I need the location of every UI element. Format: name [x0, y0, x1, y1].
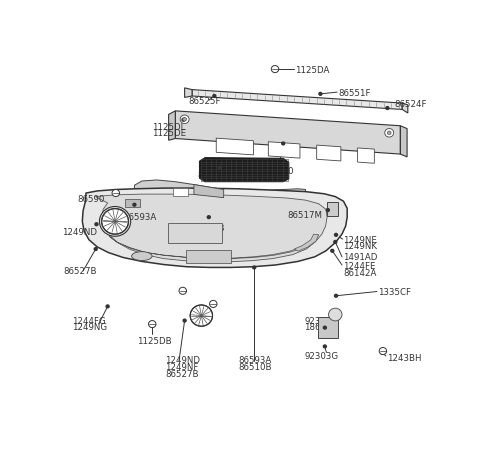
Polygon shape: [168, 112, 175, 141]
Circle shape: [210, 301, 217, 308]
Text: 1491AD: 1491AD: [344, 253, 378, 262]
Circle shape: [326, 209, 329, 212]
Circle shape: [387, 132, 391, 135]
Circle shape: [180, 116, 189, 124]
Text: 1125DL: 1125DL: [152, 123, 186, 131]
Text: 86527B: 86527B: [63, 266, 96, 275]
Circle shape: [252, 266, 256, 269]
Text: 1125DA: 1125DA: [296, 66, 330, 74]
Circle shape: [271, 67, 279, 73]
Text: 86525F: 86525F: [189, 96, 221, 106]
Circle shape: [106, 305, 109, 308]
Circle shape: [183, 118, 186, 122]
Circle shape: [213, 95, 216, 98]
Circle shape: [182, 119, 185, 122]
Text: 1249NG: 1249NG: [72, 323, 107, 332]
Circle shape: [133, 204, 136, 207]
Text: 92303G: 92303G: [304, 351, 338, 360]
Text: 86513S: 86513S: [198, 171, 230, 180]
Circle shape: [379, 348, 386, 355]
Circle shape: [335, 295, 337, 297]
Circle shape: [207, 216, 210, 219]
Circle shape: [94, 248, 97, 251]
Circle shape: [324, 326, 326, 330]
Text: 92350M: 92350M: [304, 316, 339, 325]
Text: 1249ND: 1249ND: [165, 355, 200, 364]
Circle shape: [183, 319, 186, 322]
Circle shape: [148, 321, 156, 328]
Polygon shape: [192, 90, 402, 110]
Text: 86510B: 86510B: [239, 362, 272, 371]
FancyBboxPatch shape: [173, 189, 188, 196]
Circle shape: [102, 209, 129, 235]
Polygon shape: [185, 89, 192, 98]
Text: 86520B: 86520B: [191, 224, 225, 233]
Circle shape: [282, 143, 285, 146]
Text: 1249NF: 1249NF: [165, 362, 198, 371]
Circle shape: [329, 308, 342, 321]
Text: 86530: 86530: [267, 167, 294, 175]
Polygon shape: [317, 146, 341, 162]
Text: 86590: 86590: [78, 195, 105, 204]
Text: 1244FG: 1244FG: [72, 316, 106, 325]
Polygon shape: [83, 189, 347, 268]
Text: 86142A: 86142A: [344, 268, 377, 277]
Circle shape: [319, 93, 322, 96]
Text: 1335CF: 1335CF: [378, 287, 411, 297]
Circle shape: [179, 288, 186, 295]
Circle shape: [386, 107, 389, 110]
Text: 1244FE: 1244FE: [344, 262, 376, 270]
Circle shape: [331, 250, 334, 252]
Circle shape: [334, 241, 337, 244]
Polygon shape: [175, 112, 400, 155]
Text: 1249ND: 1249ND: [62, 227, 97, 236]
FancyBboxPatch shape: [327, 203, 338, 217]
Text: 86593A: 86593A: [239, 355, 272, 364]
Text: 1243BH: 1243BH: [386, 353, 421, 362]
Circle shape: [190, 305, 213, 326]
Polygon shape: [194, 185, 224, 198]
Circle shape: [112, 190, 120, 197]
Polygon shape: [216, 139, 253, 156]
Polygon shape: [200, 158, 289, 182]
Text: 86524F: 86524F: [394, 99, 427, 108]
Circle shape: [218, 167, 221, 169]
Polygon shape: [400, 127, 407, 157]
Polygon shape: [358, 149, 374, 164]
Polygon shape: [402, 104, 408, 114]
Text: 1249NK: 1249NK: [344, 241, 377, 251]
Circle shape: [381, 351, 384, 354]
Circle shape: [99, 207, 131, 237]
Circle shape: [95, 224, 98, 226]
Text: 18643D: 18643D: [304, 323, 338, 332]
Text: 86593A: 86593A: [123, 213, 156, 221]
FancyBboxPatch shape: [318, 317, 337, 338]
Text: 1249NE: 1249NE: [344, 235, 377, 244]
Polygon shape: [268, 142, 300, 159]
Text: 1125DE: 1125DE: [152, 129, 186, 137]
Ellipse shape: [132, 252, 152, 261]
Polygon shape: [96, 195, 327, 262]
Polygon shape: [294, 235, 319, 252]
Circle shape: [385, 129, 394, 138]
Text: 1125DB: 1125DB: [137, 336, 172, 345]
Text: 86517M: 86517M: [287, 210, 322, 219]
Polygon shape: [134, 180, 305, 201]
FancyBboxPatch shape: [125, 199, 140, 207]
Text: 86551F: 86551F: [338, 89, 371, 97]
Polygon shape: [109, 235, 319, 259]
FancyBboxPatch shape: [186, 250, 231, 263]
Text: 86527B: 86527B: [165, 369, 198, 378]
Circle shape: [335, 234, 337, 237]
FancyBboxPatch shape: [168, 224, 222, 243]
Circle shape: [324, 345, 326, 348]
